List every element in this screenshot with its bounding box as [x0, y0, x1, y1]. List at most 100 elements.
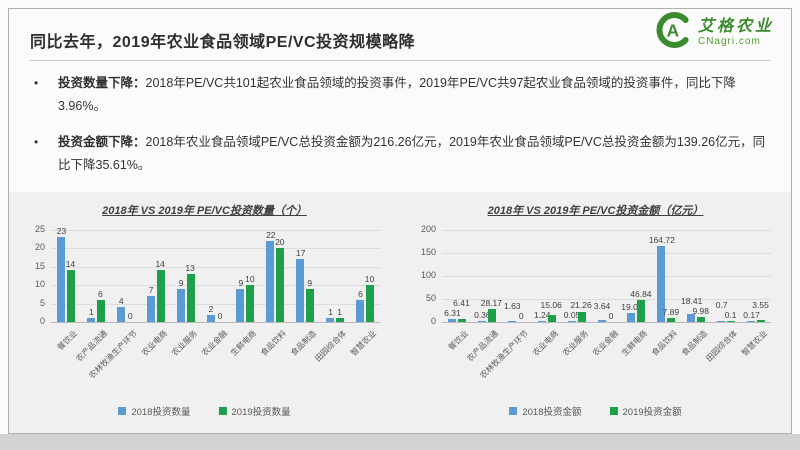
x-axis-label: 餐饮业 — [55, 328, 80, 353]
bar — [577, 312, 586, 322]
bullet-lead: 投资数量下降： — [58, 76, 146, 90]
bar — [266, 241, 275, 322]
bar-value-label: 1 — [88, 307, 94, 318]
bar-value-label: 4 — [118, 296, 124, 307]
gridline — [51, 303, 380, 305]
x-axis-label: 农业金融 — [199, 328, 229, 358]
bar-value-label: 6 — [97, 288, 103, 299]
bar-value-label: 0 — [217, 311, 223, 321]
bar — [206, 314, 215, 322]
y-axis-tick-label: 15 — [34, 260, 45, 271]
bullet-list: • 投资数量下降：2018年PE/VC共101起农业食品领域的投资事件，2019… — [32, 72, 774, 191]
chart-legend: 2018投资数量 2019投资数量 — [15, 404, 394, 418]
x-axis-label: 农业服务 — [169, 328, 199, 358]
bar — [56, 237, 65, 322]
bar-value-label: 0.1 — [724, 310, 737, 320]
y-axis-tick-label: 0 — [430, 316, 436, 326]
legend-swatch — [118, 407, 127, 415]
svg-text:A: A — [667, 20, 680, 40]
bar — [507, 321, 516, 322]
bar — [547, 315, 556, 322]
bar-value-label: 0.05 — [563, 310, 581, 320]
bullet-lead: 投资金额下降： — [58, 135, 146, 150]
bar-value-label: 1.24 — [533, 310, 551, 320]
chart-title: 2018年 VS 2019年 PE/VC投资金额（亿元） — [487, 205, 704, 217]
bullet-marker: • — [34, 76, 39, 90]
gridline — [51, 285, 380, 287]
legend-label: 2019投资数量 — [231, 407, 291, 418]
bar — [356, 299, 365, 322]
legend-label: 2018投资金额 — [522, 407, 582, 418]
bar — [487, 309, 496, 322]
bar — [86, 318, 95, 322]
bar-value-label: 1.63 — [503, 301, 521, 311]
legend-item: 2018投资金额 — [509, 404, 582, 418]
bar — [246, 285, 255, 322]
bar — [457, 319, 466, 322]
legend-item: 2018投资数量 — [118, 404, 191, 418]
bar-value-label: 13 — [185, 263, 195, 274]
bar-value-label: 2 — [208, 303, 214, 314]
bar-value-label: 18.41 — [681, 296, 703, 307]
bar-value-label: 10 — [364, 274, 375, 285]
bar-value-label: 0 — [518, 311, 524, 321]
gridline — [442, 253, 771, 254]
x-axis-label: 智慧农业 — [740, 328, 770, 358]
bar-value-label: 0.17 — [743, 310, 760, 320]
bar — [537, 321, 546, 322]
bar-value-label: 6.31 — [444, 308, 461, 319]
y-axis-tick-label: 200 — [420, 224, 436, 234]
bar-value-label: 6.41 — [453, 298, 470, 309]
title-divider — [30, 60, 770, 61]
bar — [156, 270, 165, 322]
y-axis-tick-label: 150 — [420, 247, 436, 257]
bar-value-label: 20 — [275, 237, 285, 248]
bar — [326, 318, 335, 322]
y-axis-tick-label: 100 — [420, 270, 436, 280]
bullet-item-investment-count: • 投资数量下降：2018年PE/VC共101起农业食品领域的投资事件，2019… — [32, 72, 774, 118]
gridline — [51, 266, 380, 268]
x-axis-line — [51, 322, 380, 323]
bar — [236, 288, 245, 322]
y-axis-tick-label: 5 — [39, 297, 45, 308]
bar-value-label: 22 — [266, 230, 276, 241]
legend-swatch — [509, 407, 518, 415]
x-axis-label: 农业电商 — [139, 328, 169, 358]
bar — [597, 320, 606, 322]
bar — [176, 288, 185, 322]
bar — [447, 319, 456, 322]
bar-value-label: 0 — [127, 311, 133, 321]
bar — [186, 274, 195, 322]
chart-title: 2018年 VS 2019年 PE/VC投资数量（个） — [102, 205, 307, 217]
bar — [276, 248, 285, 322]
bar-value-label: 9 — [307, 277, 313, 288]
charts-region: 2018年 VS 2019年 PE/VC投资数量（个） 0 5 10 15 20 25 餐饮… — [9, 192, 791, 433]
bar — [477, 321, 486, 322]
bar-value-label: 1 — [328, 307, 333, 318]
bar-value-label: 3.64 — [593, 301, 611, 311]
bullet-marker: • — [34, 135, 39, 150]
bar — [567, 321, 576, 322]
bar-value-label: 3.55 — [752, 300, 769, 310]
x-axis-label: 餐饮业 — [446, 328, 471, 353]
x-axis-line — [442, 322, 771, 323]
x-axis-label: 农业金融 — [590, 328, 620, 358]
chart-plot-area: 0 5 10 15 20 25 餐饮业 农产品流通 农林牧渔生产环节 农业电商 农业服务 农业金融 生鲜… — [35, 224, 380, 380]
legend-item: 2019投资数量 — [218, 404, 291, 418]
x-axis-label: 田园综合体 — [704, 328, 740, 364]
x-axis-labels: 餐饮业 农产品流通 农林牧渔生产环节 农业电商 农业服务 农业金融 生鲜电商 食品饮料 食品制造… — [51, 322, 380, 398]
bar-value-label: 7 — [148, 285, 154, 296]
brand-logo-icon: A — [652, 10, 692, 55]
bar — [627, 313, 636, 322]
x-axis-label: 食品饮料 — [650, 328, 680, 358]
bar — [306, 288, 315, 322]
bullet-text: 2018年农业食品领域PE/VC总投资金额为216.26亿元，2019年农业食品… — [58, 135, 766, 173]
bar — [687, 313, 696, 322]
x-axis-label: 田园综合体 — [313, 328, 349, 364]
legend-label: 2018投资数量 — [131, 407, 191, 418]
x-axis-labels: 餐饮业 农产品流通 农林牧渔生产环节 农业电商 农业服务 农业金融 生鲜电商 食品饮料 食品制造… — [442, 322, 771, 398]
bar — [727, 321, 736, 322]
x-axis-label: 食品饮料 — [259, 328, 289, 358]
bar-value-label: 9 — [178, 277, 184, 288]
y-axis-tick-label: 0 — [39, 316, 45, 326]
